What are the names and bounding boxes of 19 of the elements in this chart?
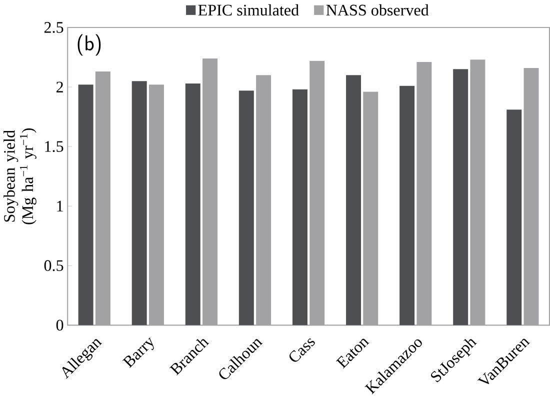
legend-label: EPIC simulated [198,4,299,16]
y-tick-label: 2 [56,82,63,92]
x-tick-label: Cass [290,338,315,362]
bar [185,84,200,326]
y-tick-label: 0 [56,320,64,331]
bar [506,110,522,326]
bar [292,89,308,326]
y-tick-label: 2.5 [44,22,64,33]
bar [453,69,468,326]
y-tick-label: 1.5 [45,141,64,152]
annotation: (b) [78,34,101,56]
bar [132,81,147,326]
legend-label: NASS observed [326,4,429,16]
bar [400,86,415,326]
bar [346,75,362,326]
y-tick-label: 1 [57,200,63,212]
bar [238,90,254,326]
y-tick-label: 0.5 [44,260,64,272]
bar [78,84,94,326]
